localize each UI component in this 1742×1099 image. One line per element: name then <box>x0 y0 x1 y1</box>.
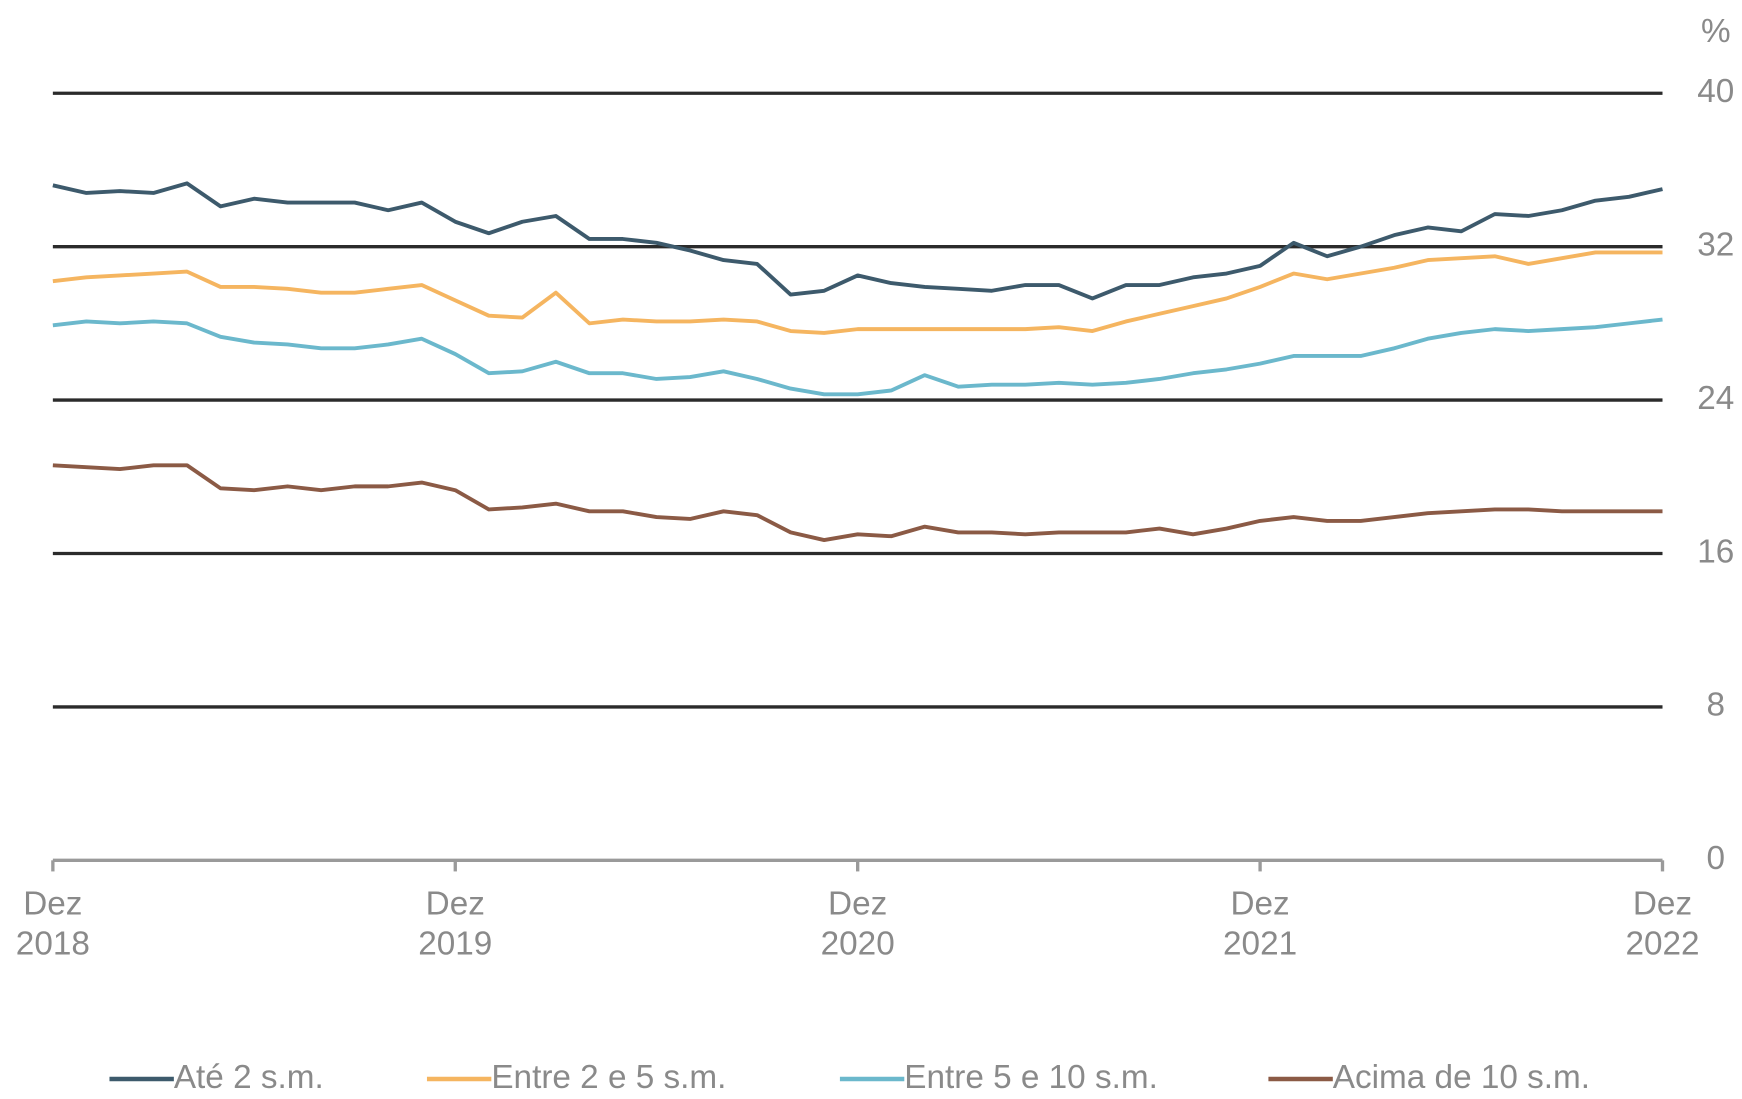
y-tick-label: 16 <box>1697 533 1734 570</box>
x-tick-label-box: Dez 2019 <box>418 885 493 963</box>
legend-label: Acima de 10 s.m. <box>1333 1059 1590 1096</box>
series-line <box>52 317 1663 397</box>
x-tick-label-box: Dez 2022 <box>1625 885 1700 963</box>
y-tick-label: 0 <box>1707 840 1726 877</box>
y-tick-label: 40 <box>1697 73 1734 110</box>
x-tick-label: Dez 2021 <box>1223 885 1298 963</box>
series-line <box>52 250 1663 335</box>
x-tick-label-box: Dez 2020 <box>820 885 895 963</box>
x-tick-label: Dez 2019 <box>418 885 493 963</box>
legend-label: Entre 2 e 5 s.m. <box>491 1059 726 1096</box>
series-line <box>52 181 1663 301</box>
x-tick-label-box: Dez 2021 <box>1223 885 1298 963</box>
y-tick-label: 32 <box>1697 226 1734 263</box>
legend-label: Até 2 s.m. <box>174 1059 324 1096</box>
y-tick-label: 8 <box>1707 687 1726 724</box>
y-unit: % <box>1701 13 1731 50</box>
x-tick-label: Dez 2018 <box>15 885 90 963</box>
series-line <box>52 463 1663 543</box>
y-tick-label: 24 <box>1697 380 1734 417</box>
x-tick-label-box: Dez 2018 <box>15 885 90 963</box>
legend-label: Entre 5 e 10 s.m. <box>904 1059 1158 1096</box>
x-tick-label: Dez 2020 <box>820 885 895 963</box>
x-tick-label: Dez 2022 <box>1625 885 1700 963</box>
